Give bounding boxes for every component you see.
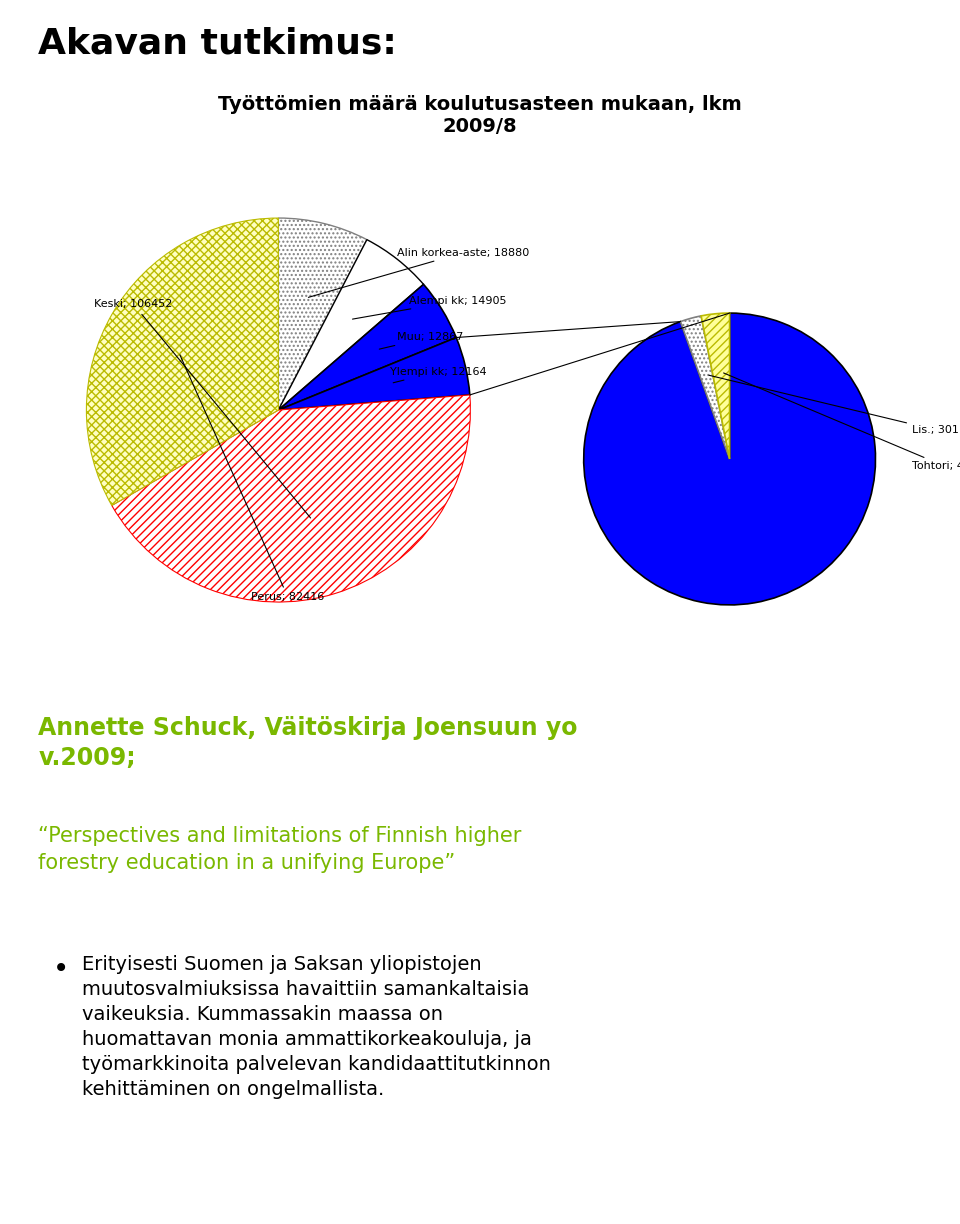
- Text: Tohtori; 402: Tohtori; 402: [724, 373, 960, 471]
- Text: Perus; 82416: Perus; 82416: [180, 355, 324, 602]
- Wedge shape: [86, 218, 278, 506]
- Text: Työttömien määrä koulutusasteen mukaan, lkm
2009/8: Työttömien määrä koulutusasteen mukaan, …: [218, 95, 742, 136]
- Text: Keski; 106452: Keski; 106452: [94, 300, 311, 518]
- Text: Erityisesti Suomen ja Saksan yliopistojen
muutosvalmiuksissa havaittiin samankal: Erityisesti Suomen ja Saksan yliopistoje…: [82, 955, 550, 1099]
- Wedge shape: [701, 313, 730, 459]
- Text: Alempi kk; 14905: Alempi kk; 14905: [352, 296, 507, 319]
- Wedge shape: [111, 395, 470, 602]
- Text: “Perspectives and limitations of Finnish higher
forestry education in a unifying: “Perspectives and limitations of Finnish…: [38, 826, 522, 873]
- Text: Annette Schuck, Väitöskirja Joensuun yo
v.2009;: Annette Schuck, Väitöskirja Joensuun yo …: [38, 716, 578, 770]
- Text: Ylempi kk; 12164: Ylempi kk; 12164: [390, 367, 487, 383]
- Wedge shape: [584, 313, 876, 605]
- Text: •: •: [53, 955, 69, 983]
- Text: Alin korkea-aste; 18880: Alin korkea-aste; 18880: [308, 247, 530, 297]
- Text: Muu; 12867: Muu; 12867: [379, 332, 464, 349]
- Wedge shape: [278, 218, 367, 410]
- Wedge shape: [278, 240, 423, 410]
- Wedge shape: [681, 316, 730, 459]
- Text: Lis.; 301: Lis.; 301: [709, 376, 959, 435]
- Wedge shape: [278, 338, 469, 410]
- Text: Akavan tutkimus:: Akavan tutkimus:: [38, 27, 397, 61]
- Wedge shape: [278, 284, 456, 410]
